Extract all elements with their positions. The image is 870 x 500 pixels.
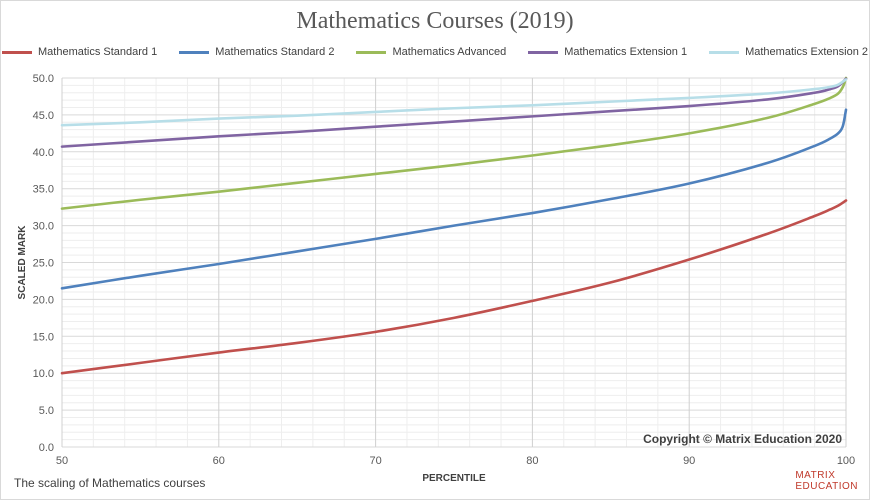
- y-tick-label: 15.0: [33, 331, 54, 343]
- x-tick-label: 80: [526, 455, 538, 467]
- matrix-education-logo: MATRIX EDUCATION: [795, 470, 858, 492]
- legend-label: Mathematics Extension 1: [564, 46, 688, 58]
- y-tick-label: 45.0: [33, 110, 54, 122]
- legend-swatch: [528, 50, 559, 54]
- x-axis-label: PERCENTILE: [422, 473, 486, 484]
- x-tick-label: 90: [683, 455, 695, 467]
- chart-title: Mathematics Courses (2019): [296, 8, 574, 34]
- legend-item-extension-2: Mathematics Extension 2: [709, 46, 868, 58]
- caption: The scaling of Mathematics courses: [14, 476, 206, 490]
- y-tick-label: 40.0: [33, 147, 54, 159]
- y-tick-label: 20.0: [33, 294, 54, 306]
- legend-label: Mathematics Standard 2: [215, 46, 335, 58]
- series-line-extension-2: [60, 78, 848, 127]
- legend: Mathematics Standard 1 Mathematics Stand…: [0, 46, 870, 58]
- legend-swatch: [709, 50, 740, 54]
- legend-item-extension-1: Mathematics Extension 1: [528, 46, 687, 58]
- legend-swatch: [179, 50, 210, 54]
- legend-label: Mathematics Advanced: [392, 46, 507, 58]
- y-tick-label: 35.0: [33, 184, 54, 196]
- logo-line-1: MATRIX: [795, 470, 836, 481]
- series-line-standard-1: [60, 199, 848, 375]
- y-tick-label: 30.0: [33, 221, 54, 233]
- x-tick-label: 70: [369, 455, 381, 467]
- x-tick-label: 60: [213, 455, 225, 467]
- series-line-extension-1: [60, 77, 848, 148]
- y-tick-label: 5.0: [39, 405, 54, 417]
- x-tick-label: 100: [837, 455, 855, 467]
- series-line-advanced: [60, 76, 848, 210]
- y-tick-label: 10.0: [33, 368, 54, 380]
- x-tick-label: 50: [56, 455, 68, 467]
- series-line-standard-2: [60, 108, 848, 290]
- copyright-text: Copyright © Matrix Education 2020: [643, 432, 842, 446]
- legend-swatch: [2, 50, 32, 54]
- legend-swatch: [356, 50, 387, 54]
- legend-item-standard-2: Mathematics Standard 2: [179, 46, 334, 58]
- legend-item-advanced: Mathematics Advanced: [356, 46, 506, 58]
- legend-label: Mathematics Extension 2: [745, 46, 868, 58]
- legend-item-standard-1: Mathematics Standard 1: [2, 46, 157, 58]
- y-tick-label: 50.0: [33, 73, 54, 85]
- logo-line-2: EDUCATION: [795, 481, 858, 492]
- y-tick-label: 0.0: [39, 442, 54, 454]
- y-axis-label: SCALED MARK: [17, 225, 28, 300]
- y-tick-label: 25.0: [33, 258, 54, 270]
- legend-label: Mathematics Standard 1: [38, 46, 158, 58]
